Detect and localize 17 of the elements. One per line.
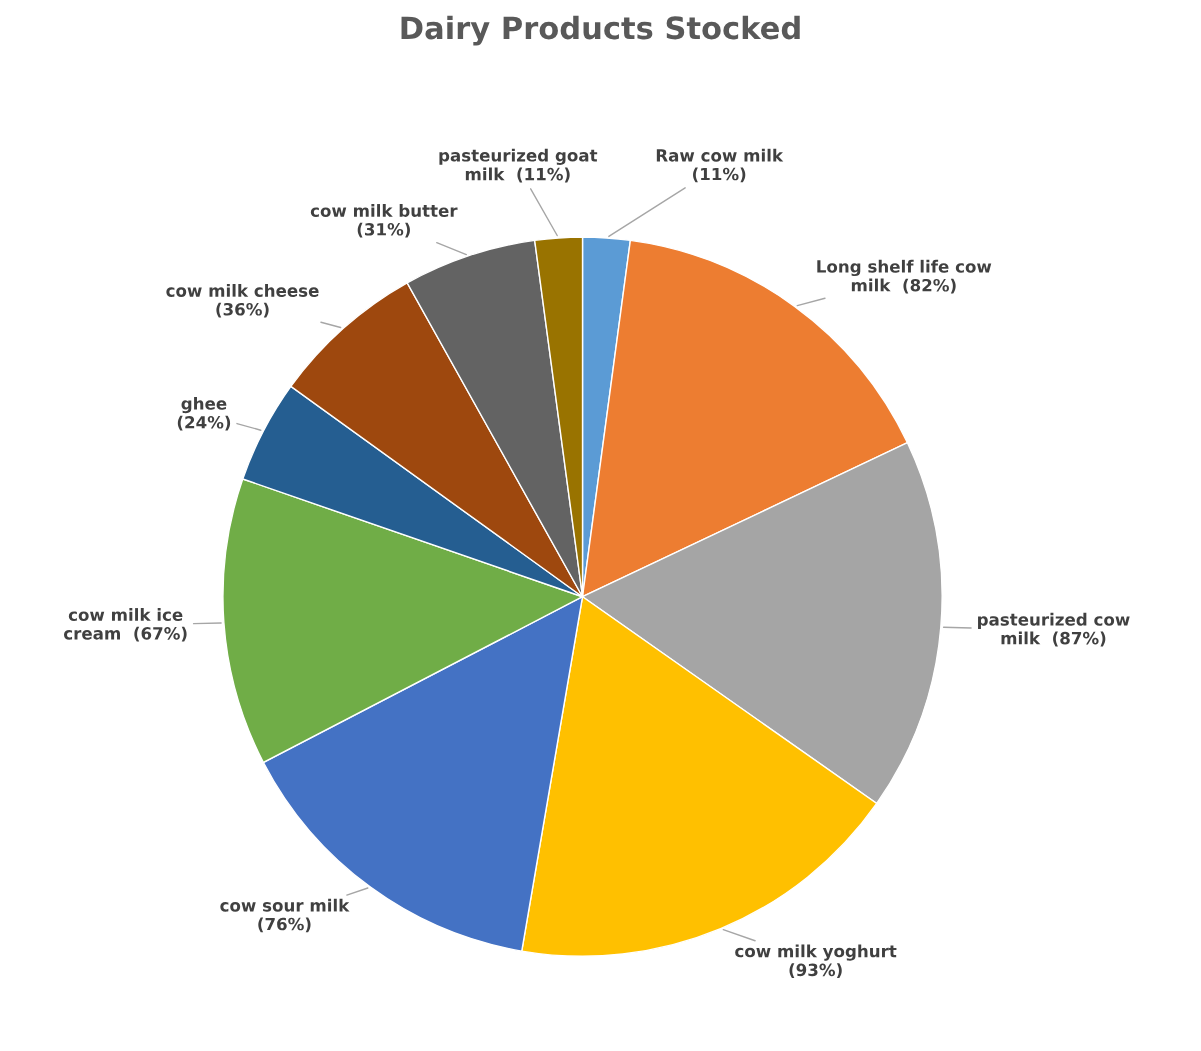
data-label: (93%) bbox=[789, 963, 842, 979]
slice-label: pasteurized cow milk (87%) bbox=[978, 612, 1130, 647]
slice-label: cow milk cheese bbox=[166, 284, 319, 297]
slice-label: Long shelf life cow milk (82%) bbox=[817, 259, 992, 294]
slice-label: Raw cow milk bbox=[656, 148, 784, 162]
slice-label: cow milk butter bbox=[310, 204, 458, 217]
slice-label: cow milk yoghurt bbox=[735, 944, 897, 961]
data-label: (24%) bbox=[177, 415, 231, 431]
data-label: (11%) bbox=[693, 167, 746, 183]
slice-label: cow sour milk bbox=[220, 898, 350, 912]
data-label: (31%) bbox=[357, 222, 410, 238]
data-label: (76%) bbox=[258, 917, 311, 933]
slice-label: ghee bbox=[181, 396, 227, 414]
slice-label: pasteurized goat milk (11%) bbox=[439, 148, 598, 183]
data-label: (36%) bbox=[216, 302, 269, 318]
slice-label: cow milk ice cream (67%) bbox=[64, 608, 187, 642]
chart-title: Dairy Products Stocked bbox=[401, 15, 800, 46]
